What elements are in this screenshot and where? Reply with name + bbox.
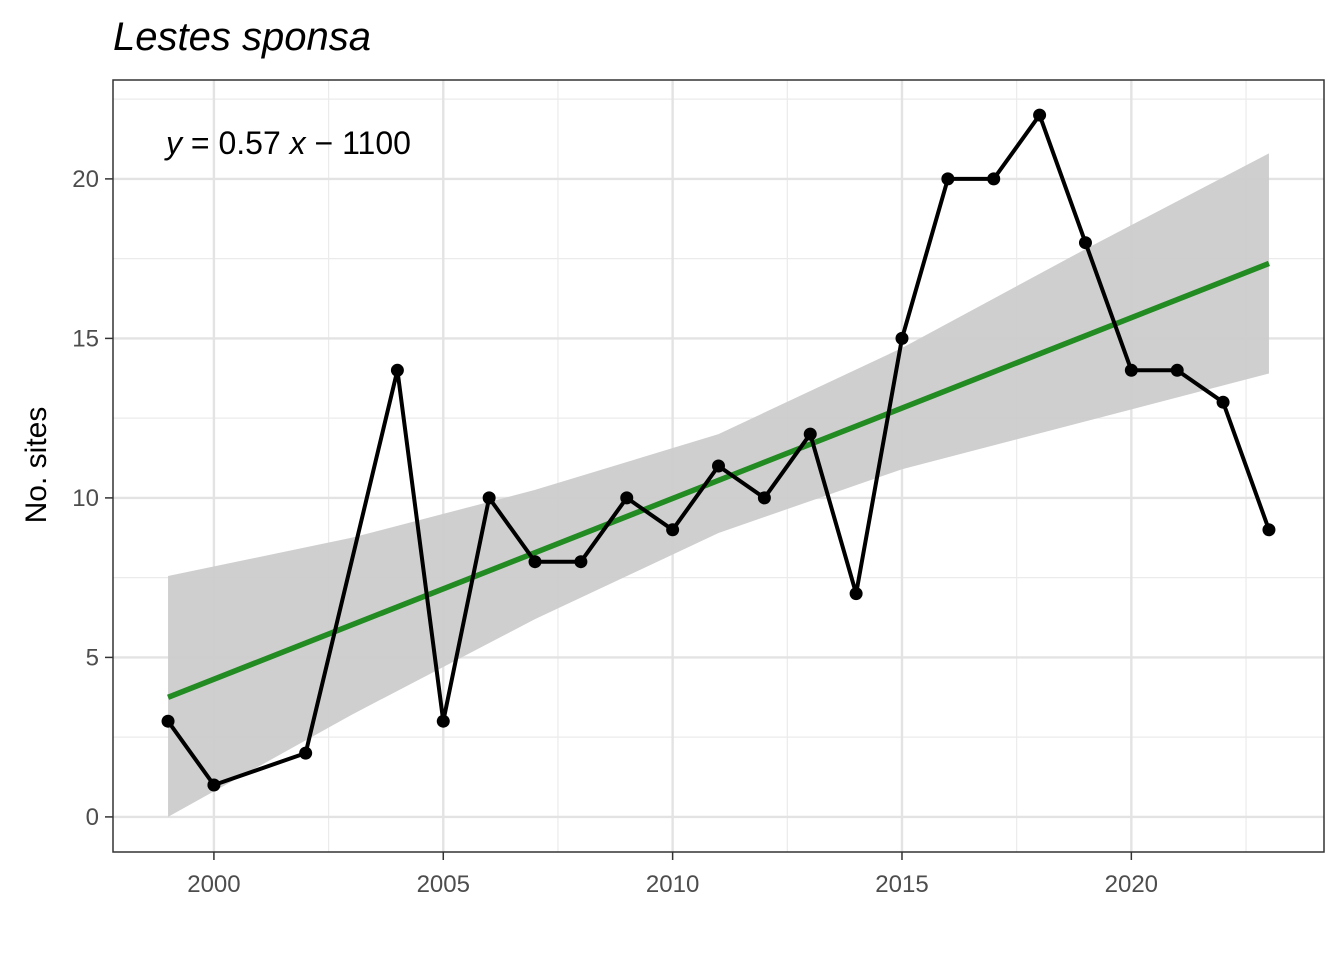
data-point xyxy=(1170,363,1184,377)
data-points xyxy=(161,108,1276,792)
data-point xyxy=(712,459,725,473)
confidence-band-layer xyxy=(168,153,1269,817)
data-point xyxy=(390,363,404,377)
data-point xyxy=(620,491,634,505)
regression-equation: y = 0.57 x − 1100 xyxy=(164,125,411,161)
data-point xyxy=(1078,236,1092,250)
data-point xyxy=(299,746,313,760)
data-point xyxy=(666,523,680,537)
plot-border xyxy=(112,79,1325,853)
data-point xyxy=(436,714,450,728)
data-point xyxy=(803,427,817,441)
data-point xyxy=(207,778,221,792)
trend-layer xyxy=(167,260,1270,700)
data-point xyxy=(895,331,909,345)
y-tick-label: 15 xyxy=(72,325,99,352)
data-point xyxy=(528,555,542,569)
data-point xyxy=(1216,395,1230,409)
y-axis: 0 5 10 15 20 xyxy=(72,166,113,831)
data-point xyxy=(1262,523,1276,537)
x-tick-label: 2015 xyxy=(875,871,928,898)
equation-y: y xyxy=(164,125,184,161)
trend-line xyxy=(167,260,1270,700)
confidence-band xyxy=(168,153,1269,817)
data-point xyxy=(941,172,955,186)
equation-x: x xyxy=(288,125,307,161)
data-point xyxy=(1124,363,1138,377)
x-tick-label: 2005 xyxy=(417,871,470,898)
x-tick-label: 2000 xyxy=(187,871,240,898)
y-tick-label: 10 xyxy=(72,485,99,512)
y-tick-label: 20 xyxy=(72,166,99,193)
data-point xyxy=(849,587,863,601)
equation-tail: − 1100 xyxy=(306,125,411,161)
data-point xyxy=(757,491,771,505)
y-tick-label: 0 xyxy=(86,804,99,831)
x-tick-label: 2010 xyxy=(646,871,699,898)
data-point xyxy=(161,714,175,728)
chart-title: Lestes sponsa xyxy=(113,15,371,59)
x-axis: 2000 2005 2010 2015 2020 xyxy=(187,852,1158,898)
equation-rhs: = 0.57 xyxy=(182,125,290,161)
data-point xyxy=(987,172,1001,186)
y-axis-label: No. sites xyxy=(20,407,53,524)
y-tick-label: 5 xyxy=(86,644,99,671)
data-point xyxy=(574,555,588,569)
data-point xyxy=(1033,108,1047,122)
data-point xyxy=(482,491,496,505)
x-tick-label: 2020 xyxy=(1105,871,1158,898)
